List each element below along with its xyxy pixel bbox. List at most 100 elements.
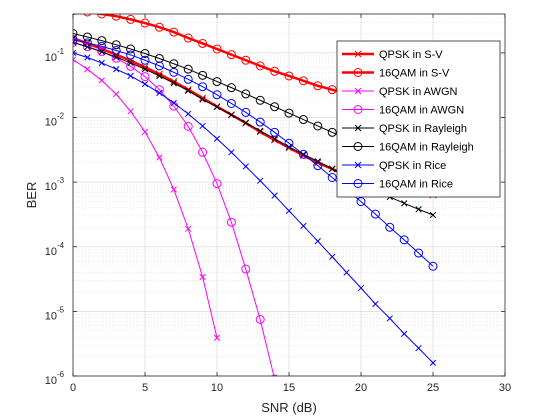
- legend-entry: 16QAM in Rice: [342, 179, 453, 191]
- legend-box: [336, 40, 501, 198]
- data-point: [270, 127, 280, 137]
- data-point: [242, 163, 249, 170]
- series-2: [73, 56, 221, 341]
- data-point: [97, 41, 107, 51]
- data-point: [140, 48, 150, 58]
- data-point: [271, 135, 278, 142]
- data-point: [212, 44, 222, 54]
- y-axis-title: BER: [24, 182, 39, 209]
- data-point: [401, 200, 408, 207]
- legend-label: 16QAM in Rayleigh: [379, 142, 474, 154]
- x-tick-label: 15: [283, 382, 295, 394]
- data-point: [415, 206, 422, 213]
- legend-label: 16QAM in AWGN: [379, 105, 464, 117]
- y-tick-base: 10: [45, 246, 57, 258]
- y-tick-exponent: -3: [57, 176, 65, 185]
- data-point: [156, 154, 163, 161]
- legend-label: QPSK in Rayleigh: [379, 123, 467, 135]
- data-point: [140, 18, 150, 28]
- data-point: [415, 344, 422, 352]
- data-point: [170, 186, 177, 193]
- series-line: [73, 39, 434, 267]
- y-tick-label: 10-3: [45, 176, 65, 193]
- x-tick-label: 5: [142, 382, 148, 394]
- data-point: [255, 314, 265, 324]
- legend-entry: QPSK in AWGN: [342, 86, 458, 98]
- data-point: [226, 50, 236, 60]
- legend-swatch-marker: [353, 179, 363, 188]
- data-point: [241, 55, 251, 65]
- data-point: [228, 149, 235, 156]
- legend-label: 16QAM in S-V: [379, 68, 450, 80]
- data-point: [428, 261, 438, 271]
- data-point: [212, 77, 222, 87]
- data-point: [255, 61, 265, 71]
- data-point: [257, 177, 264, 184]
- y-tick-exponent: -4: [57, 241, 65, 250]
- data-point: [185, 87, 192, 94]
- legend-entry: 16QAM in AWGN: [342, 105, 464, 117]
- y-tick-exponent: -5: [57, 305, 65, 314]
- data-point: [329, 165, 336, 173]
- data-point: [257, 127, 264, 135]
- data-point: [313, 81, 323, 91]
- y-tick-label: 10-1: [45, 47, 65, 64]
- data-point: [156, 89, 163, 97]
- data-point: [97, 36, 107, 46]
- data-point: [329, 253, 336, 260]
- data-point: [226, 98, 236, 108]
- data-point: [228, 111, 235, 119]
- y-tick-base: 10: [45, 181, 57, 193]
- data-point: [73, 49, 77, 57]
- data-point: [73, 37, 78, 47]
- data-point: [255, 95, 265, 105]
- data-point: [170, 78, 178, 86]
- data-point: [212, 179, 222, 189]
- data-point: [140, 72, 150, 82]
- y-tick-base: 10: [45, 310, 57, 322]
- legend-entry: QPSK in S-V: [342, 49, 443, 61]
- legend-swatch-marker: [354, 124, 362, 132]
- data-point: [414, 248, 424, 258]
- data-point: [155, 70, 163, 78]
- data-point: [241, 264, 251, 274]
- data-point: [284, 138, 294, 148]
- data-point: [198, 147, 208, 157]
- data-point: [313, 161, 323, 171]
- data-point: [429, 359, 437, 366]
- y-tick-label: 10-6: [45, 370, 65, 387]
- data-point: [156, 72, 163, 80]
- data-point: [313, 121, 323, 131]
- data-point: [298, 115, 308, 125]
- y-tick-base: 10: [45, 375, 57, 387]
- x-tick-label: 10: [211, 382, 223, 394]
- data-point: [111, 45, 121, 55]
- data-point: [83, 14, 92, 17]
- data-point: [327, 127, 337, 137]
- x-tick-label: 20: [355, 382, 367, 394]
- data-point: [399, 235, 409, 245]
- data-point: [241, 107, 251, 117]
- data-point: [226, 217, 236, 227]
- data-point: [327, 172, 337, 182]
- data-point: [226, 83, 236, 93]
- data-point: [183, 121, 193, 131]
- legend-label: 16QAM in Rice: [379, 179, 453, 191]
- data-point: [73, 35, 78, 45]
- data-point: [213, 103, 221, 111]
- data-point: [401, 330, 408, 337]
- data-point: [372, 300, 379, 308]
- legend-swatch-marker: [354, 161, 362, 169]
- data-point: [386, 315, 393, 322]
- legend-entry: 16QAM in Rayleigh: [342, 142, 474, 154]
- data-point: [429, 211, 437, 219]
- data-point: [141, 63, 149, 71]
- data-point: [183, 33, 193, 43]
- data-point: [183, 64, 193, 74]
- data-point: [198, 70, 208, 80]
- y-tick-exponent: -1: [57, 47, 65, 56]
- data-point: [98, 59, 105, 67]
- data-point: [327, 85, 337, 95]
